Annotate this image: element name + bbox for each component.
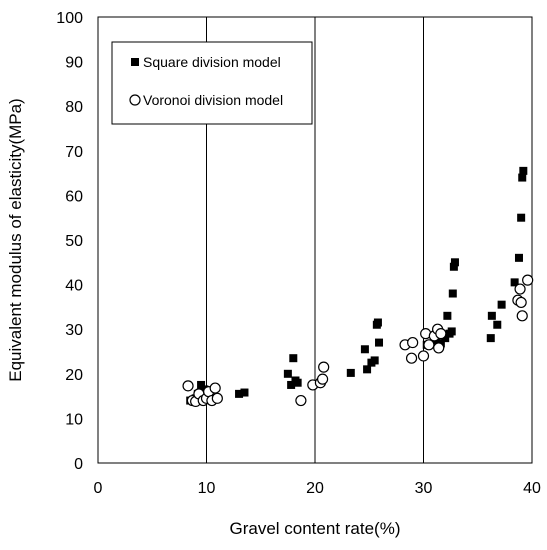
voronoi-model-point <box>435 328 447 340</box>
voronoi-model-point <box>514 283 526 295</box>
square-model-point <box>517 213 526 222</box>
voronoi-model-point <box>318 361 330 373</box>
square-model-point <box>441 334 450 343</box>
square-model-point <box>293 378 302 387</box>
y-tick-label: 100 <box>56 10 83 27</box>
square-model-point <box>518 173 527 182</box>
y-tick-label: 80 <box>65 99 83 116</box>
voronoi-model-point <box>423 339 435 351</box>
square-model-point <box>287 380 296 389</box>
voronoi-model-point <box>516 310 528 322</box>
square-model-point <box>510 278 519 287</box>
voronoi-model-point <box>295 394 307 407</box>
data-points <box>182 166 534 408</box>
x-tick-label: 0 <box>94 480 103 497</box>
plot-area-border <box>97 16 533 464</box>
voronoi-model-point <box>515 296 527 309</box>
y-tick-label: 70 <box>65 144 83 161</box>
square-model-point <box>235 389 244 398</box>
legend-label: Square division model <box>143 54 281 70</box>
legend-square-marker <box>131 58 139 66</box>
square-model-point <box>448 289 457 298</box>
voronoi-model-point <box>211 392 223 404</box>
x-tick-label: 10 <box>198 480 216 497</box>
square-model-point <box>486 334 495 343</box>
voronoi-model-point <box>405 352 418 364</box>
square-model-point <box>450 258 459 267</box>
square-model-point <box>375 338 384 347</box>
y-tick-label: 0 <box>74 456 83 473</box>
legend: Square division model Voronoi division mo… <box>111 41 313 125</box>
square-model-point <box>487 311 496 320</box>
y-tick-label: 20 <box>65 367 83 384</box>
x-tick-labels: 0 10 20 30 40 <box>94 480 541 497</box>
square-model-point <box>370 356 379 365</box>
square-model-point <box>363 365 372 374</box>
y-tick-label: 60 <box>65 188 83 205</box>
square-model-point <box>360 345 369 354</box>
x-axis-title: Gravel content rate(%) <box>229 519 400 538</box>
voronoi-model-point <box>522 274 534 286</box>
x-tick-label: 30 <box>415 480 433 497</box>
voronoi-model-point <box>433 342 445 354</box>
voronoi-model-point <box>182 380 194 392</box>
square-model-point <box>519 166 528 175</box>
x-tick-label: 40 <box>523 480 541 497</box>
voronoi-model-point <box>316 373 329 385</box>
square-model-point <box>283 369 292 378</box>
y-tick-label: 10 <box>65 411 83 428</box>
square-model-point <box>449 262 458 271</box>
legend-label: Voronoi division model <box>143 92 283 108</box>
square-model-point <box>447 327 456 336</box>
square-model-point <box>346 368 355 377</box>
voronoi-model-point <box>417 350 430 362</box>
square-model-point <box>443 311 452 320</box>
y-tick-label: 30 <box>65 322 83 339</box>
square-model-point <box>514 253 523 262</box>
square-model-point <box>493 320 502 329</box>
y-tick-label: 40 <box>65 278 83 295</box>
voronoi-model-point <box>209 382 221 394</box>
square-model-point <box>197 380 206 389</box>
voronoi-model-point <box>407 336 419 349</box>
square-model-point <box>373 318 382 327</box>
square-model-point <box>497 300 506 309</box>
y-tick-labels: 0 10 20 30 40 50 60 70 80 90 100 <box>56 10 83 473</box>
square-model-point <box>289 354 298 363</box>
y-tick-label: 50 <box>65 233 83 250</box>
legend-circle-marker <box>129 94 141 106</box>
y-tick-label: 90 <box>65 55 83 72</box>
x-tick-label: 20 <box>306 480 324 497</box>
legend-box <box>111 41 313 125</box>
y-axis-title: Equivalent modulus of elasticity(MPa) <box>6 98 25 381</box>
square-model-point <box>240 388 249 397</box>
